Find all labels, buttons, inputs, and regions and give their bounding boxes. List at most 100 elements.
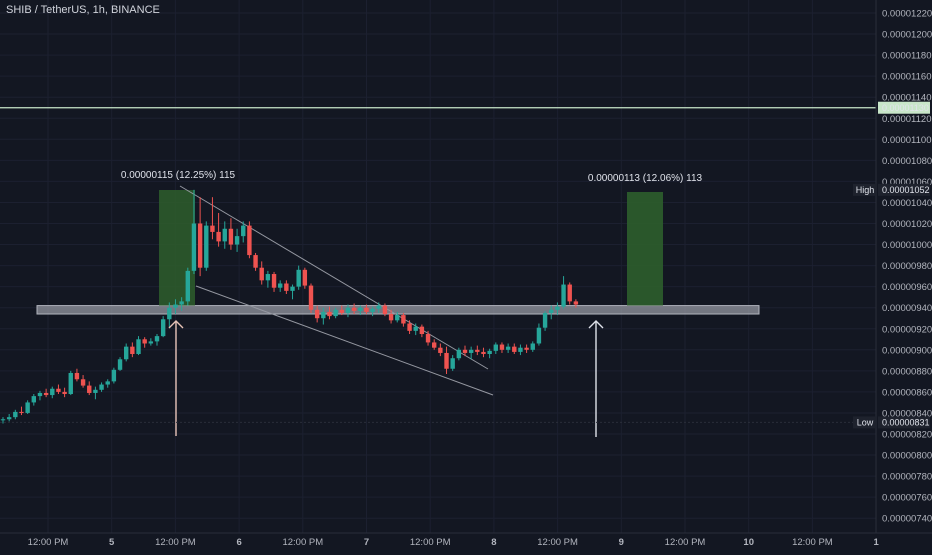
candle[interactable] xyxy=(425,330,431,346)
candle[interactable] xyxy=(241,221,246,243)
candle[interactable] xyxy=(99,382,104,392)
candle[interactable] xyxy=(271,271,277,292)
candle[interactable] xyxy=(308,283,314,313)
candle[interactable] xyxy=(68,370,73,396)
candle[interactable] xyxy=(505,343,511,353)
candle[interactable] xyxy=(475,345,480,356)
candle[interactable] xyxy=(573,299,579,308)
candle[interactable] xyxy=(234,228,240,252)
candle[interactable] xyxy=(345,304,351,318)
candle[interactable] xyxy=(462,345,468,357)
candle[interactable] xyxy=(314,305,320,323)
candle[interactable] xyxy=(518,344,523,356)
candle[interactable] xyxy=(284,280,289,295)
candle[interactable] xyxy=(555,302,560,316)
trendline-upper[interactable] xyxy=(179,185,489,370)
time-axis[interactable]: 12:00 PM 5 12:00 PM 6 12:00 PM 7 12:00 PM 8 12:0… xyxy=(0,532,932,548)
candle[interactable] xyxy=(499,342,505,353)
support-zone[interactable] xyxy=(36,305,760,315)
arrow-up-left[interactable] xyxy=(168,320,184,436)
candle[interactable] xyxy=(364,304,369,315)
candle[interactable] xyxy=(204,221,209,271)
candle[interactable] xyxy=(247,221,252,259)
candle[interactable] xyxy=(253,252,258,271)
candle[interactable] xyxy=(450,355,455,371)
candle[interactable] xyxy=(333,307,338,319)
candle[interactable] xyxy=(296,265,301,290)
candle[interactable] xyxy=(0,417,6,424)
arrow-up-right[interactable] xyxy=(588,320,604,437)
candle[interactable] xyxy=(173,299,178,315)
trendline-lower[interactable] xyxy=(195,285,494,396)
symbol-title[interactable]: SHIB / TetherUS, 1h, BINANCE xyxy=(6,4,160,16)
candle[interactable] xyxy=(154,334,160,346)
candle[interactable] xyxy=(395,311,400,323)
candle[interactable] xyxy=(321,307,326,325)
candle[interactable] xyxy=(265,270,271,288)
candle[interactable] xyxy=(388,309,394,324)
candle[interactable] xyxy=(524,344,529,353)
candle[interactable] xyxy=(50,386,55,399)
candle[interactable] xyxy=(278,280,283,292)
candle[interactable] xyxy=(413,323,418,336)
candle[interactable] xyxy=(382,303,388,317)
candle[interactable] xyxy=(358,305,363,316)
price-axis[interactable]: 0.00001220 0.00001200 0.00001180 0.00001160… xyxy=(875,0,932,533)
candle[interactable] xyxy=(160,316,166,338)
candle[interactable] xyxy=(407,320,412,335)
candle[interactable] xyxy=(419,324,425,338)
candle[interactable] xyxy=(327,306,332,320)
candle[interactable] xyxy=(290,284,295,300)
candles[interactable] xyxy=(0,189,579,424)
candle[interactable] xyxy=(37,390,43,401)
candle[interactable] xyxy=(487,348,492,359)
candle[interactable] xyxy=(19,406,24,416)
candle[interactable] xyxy=(74,368,80,382)
candle[interactable] xyxy=(259,261,264,285)
candle[interactable] xyxy=(536,323,542,346)
candle[interactable] xyxy=(31,394,36,406)
candle[interactable] xyxy=(124,343,129,362)
candle[interactable] xyxy=(512,343,517,355)
candle[interactable] xyxy=(6,414,12,422)
candle[interactable] xyxy=(222,221,227,249)
candle[interactable] xyxy=(210,197,215,240)
candle[interactable] xyxy=(148,338,154,346)
candle[interactable] xyxy=(191,189,197,275)
candle[interactable] xyxy=(376,302,381,313)
candle[interactable] xyxy=(493,342,498,355)
candle[interactable] xyxy=(468,346,474,360)
candle[interactable] xyxy=(481,347,486,358)
candle[interactable] xyxy=(87,381,92,396)
candle[interactable] xyxy=(179,297,184,311)
candle[interactable] xyxy=(456,347,462,361)
candle[interactable] xyxy=(80,375,86,388)
candle[interactable] xyxy=(136,336,141,356)
measure-box-right[interactable] xyxy=(627,192,663,306)
candle[interactable] xyxy=(167,302,172,328)
candle[interactable] xyxy=(228,218,234,250)
candle[interactable] xyxy=(567,282,572,305)
candle[interactable] xyxy=(438,343,443,357)
candle[interactable] xyxy=(444,346,449,375)
candle[interactable] xyxy=(142,337,147,348)
candle[interactable] xyxy=(339,305,344,316)
candle[interactable] xyxy=(197,197,203,277)
candle[interactable] xyxy=(549,305,554,320)
candle[interactable] xyxy=(117,357,123,371)
candle[interactable] xyxy=(43,388,49,398)
candle[interactable] xyxy=(185,267,190,306)
candle[interactable] xyxy=(530,341,535,352)
candle[interactable] xyxy=(13,409,18,420)
candle[interactable] xyxy=(56,384,61,395)
candle[interactable] xyxy=(401,312,406,327)
candle[interactable] xyxy=(93,386,98,400)
candle[interactable] xyxy=(105,379,110,388)
candle[interactable] xyxy=(111,367,117,384)
candle[interactable] xyxy=(370,306,375,317)
candle[interactable] xyxy=(216,212,221,247)
candle[interactable] xyxy=(561,276,566,309)
candle[interactable] xyxy=(62,387,67,398)
candle[interactable] xyxy=(25,400,30,415)
candle[interactable] xyxy=(302,267,308,289)
